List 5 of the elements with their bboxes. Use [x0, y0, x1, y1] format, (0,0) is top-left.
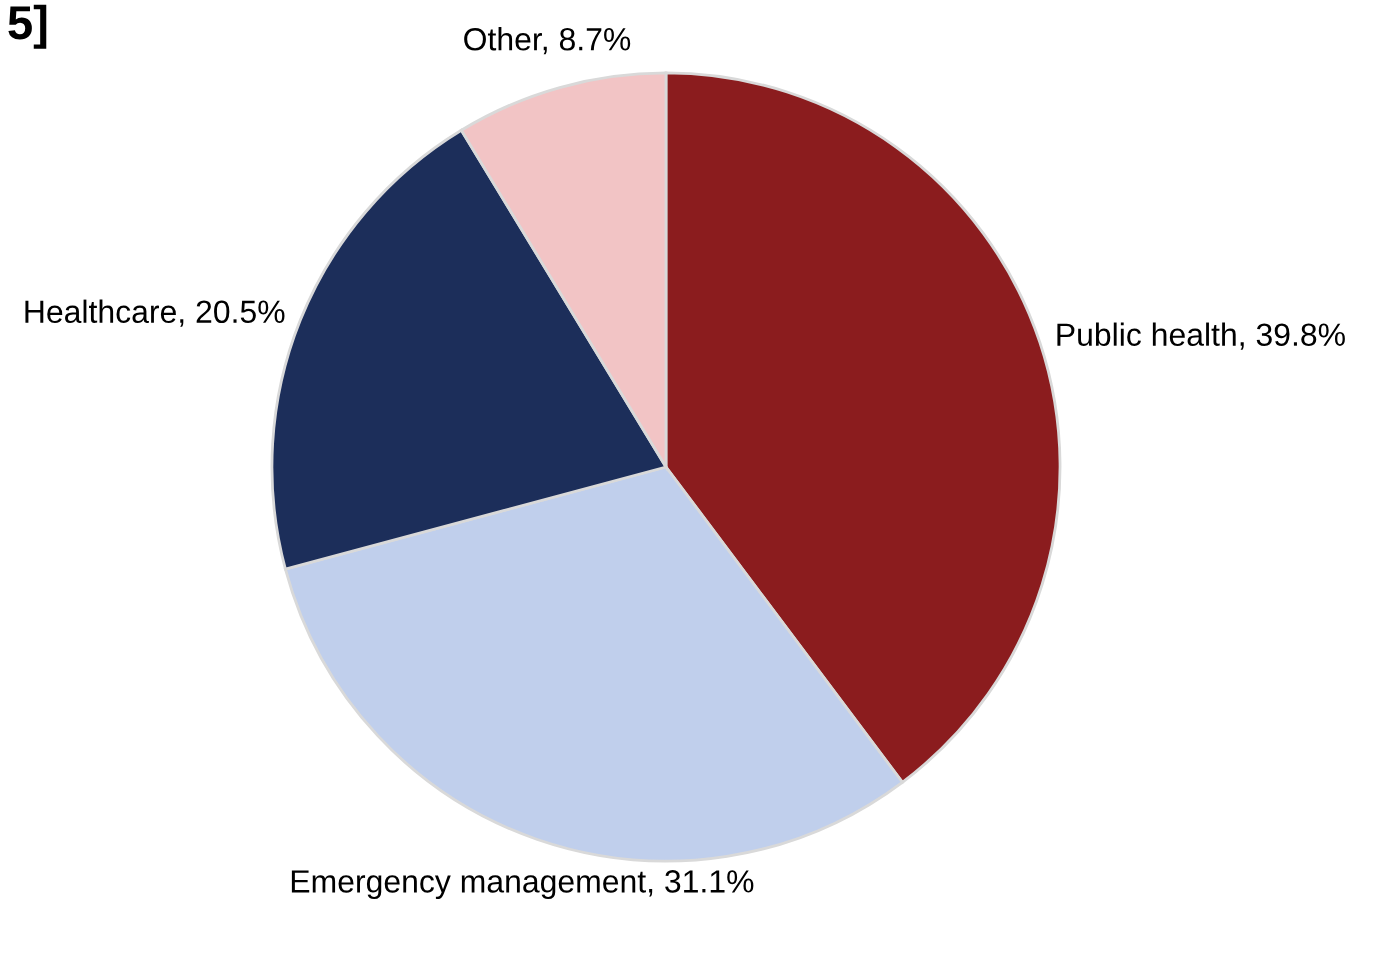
slice-label: Healthcare, 20.5%	[25, 299, 285, 327]
text: 5]	[8, 4, 47, 49]
slice-label: Public health, 39.8%	[1057, 322, 1345, 350]
slice-label: Other, 8.7%	[464, 27, 631, 55]
slice-label: Emergency management, 31.1%	[291, 870, 754, 900]
